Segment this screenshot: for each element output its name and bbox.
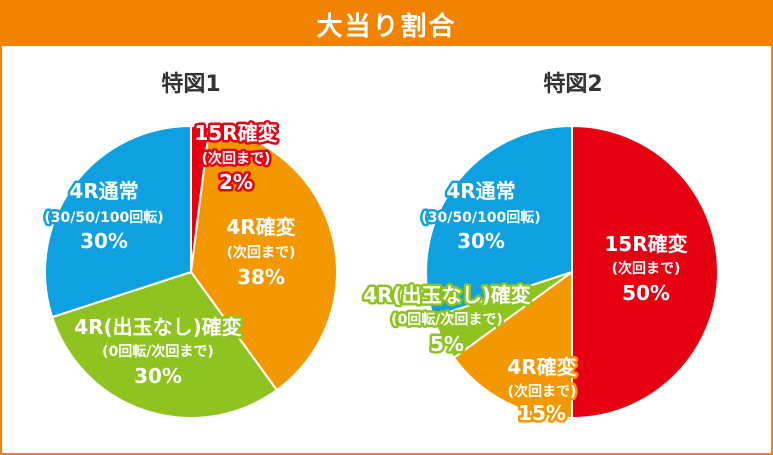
chart-title-2: 特図2	[543, 71, 602, 97]
slice-label: 15R確変	[604, 232, 687, 256]
data-label: 5%	[430, 332, 464, 356]
slice-label: 4R(出玉なし)確変	[74, 315, 242, 339]
chart-title-1: 特図1	[161, 71, 220, 97]
pie-slice	[44, 124, 192, 319]
slice-sublabel: (30/50/100回転)	[44, 209, 163, 226]
slice-label: 4R(出玉なし)確変	[363, 283, 531, 307]
slice-label: 15R確変	[194, 121, 277, 145]
slice-sublabel: (0回転/次回まで)	[391, 311, 503, 328]
slice-label: 4R確変	[226, 215, 295, 239]
data-label: 30%	[134, 364, 182, 388]
pie-slice	[189, 126, 338, 392]
data-label: 30%	[80, 229, 128, 253]
data-label: 2%	[219, 170, 253, 194]
pie-slice	[571, 124, 719, 420]
pie-slice	[50, 270, 279, 419]
pie-slice	[452, 270, 573, 420]
data-label: 30%	[457, 229, 505, 253]
slice-sublabel: (0回転/次回まで)	[102, 343, 214, 360]
slice-label: 4R通常	[446, 179, 515, 203]
pie-slice	[425, 124, 573, 319]
data-label: 15%	[518, 401, 566, 425]
slice-sublabel: (次回まで)	[202, 150, 271, 167]
slice-sublabel: (30/50/100回転)	[421, 209, 540, 226]
pie-1	[44, 124, 338, 419]
page-title: 大当り割合	[2, 2, 771, 46]
data-label: 50%	[622, 281, 670, 305]
slice-label: 4R確変	[507, 355, 576, 379]
slice-label: 4R通常	[69, 179, 138, 203]
slice-sublabel: (次回まで)	[612, 260, 681, 277]
slice-sublabel: (次回まで)	[227, 244, 296, 261]
slice-sublabel: (次回まで)	[508, 383, 577, 400]
pie-2	[425, 124, 719, 420]
data-label: 38%	[237, 265, 285, 289]
